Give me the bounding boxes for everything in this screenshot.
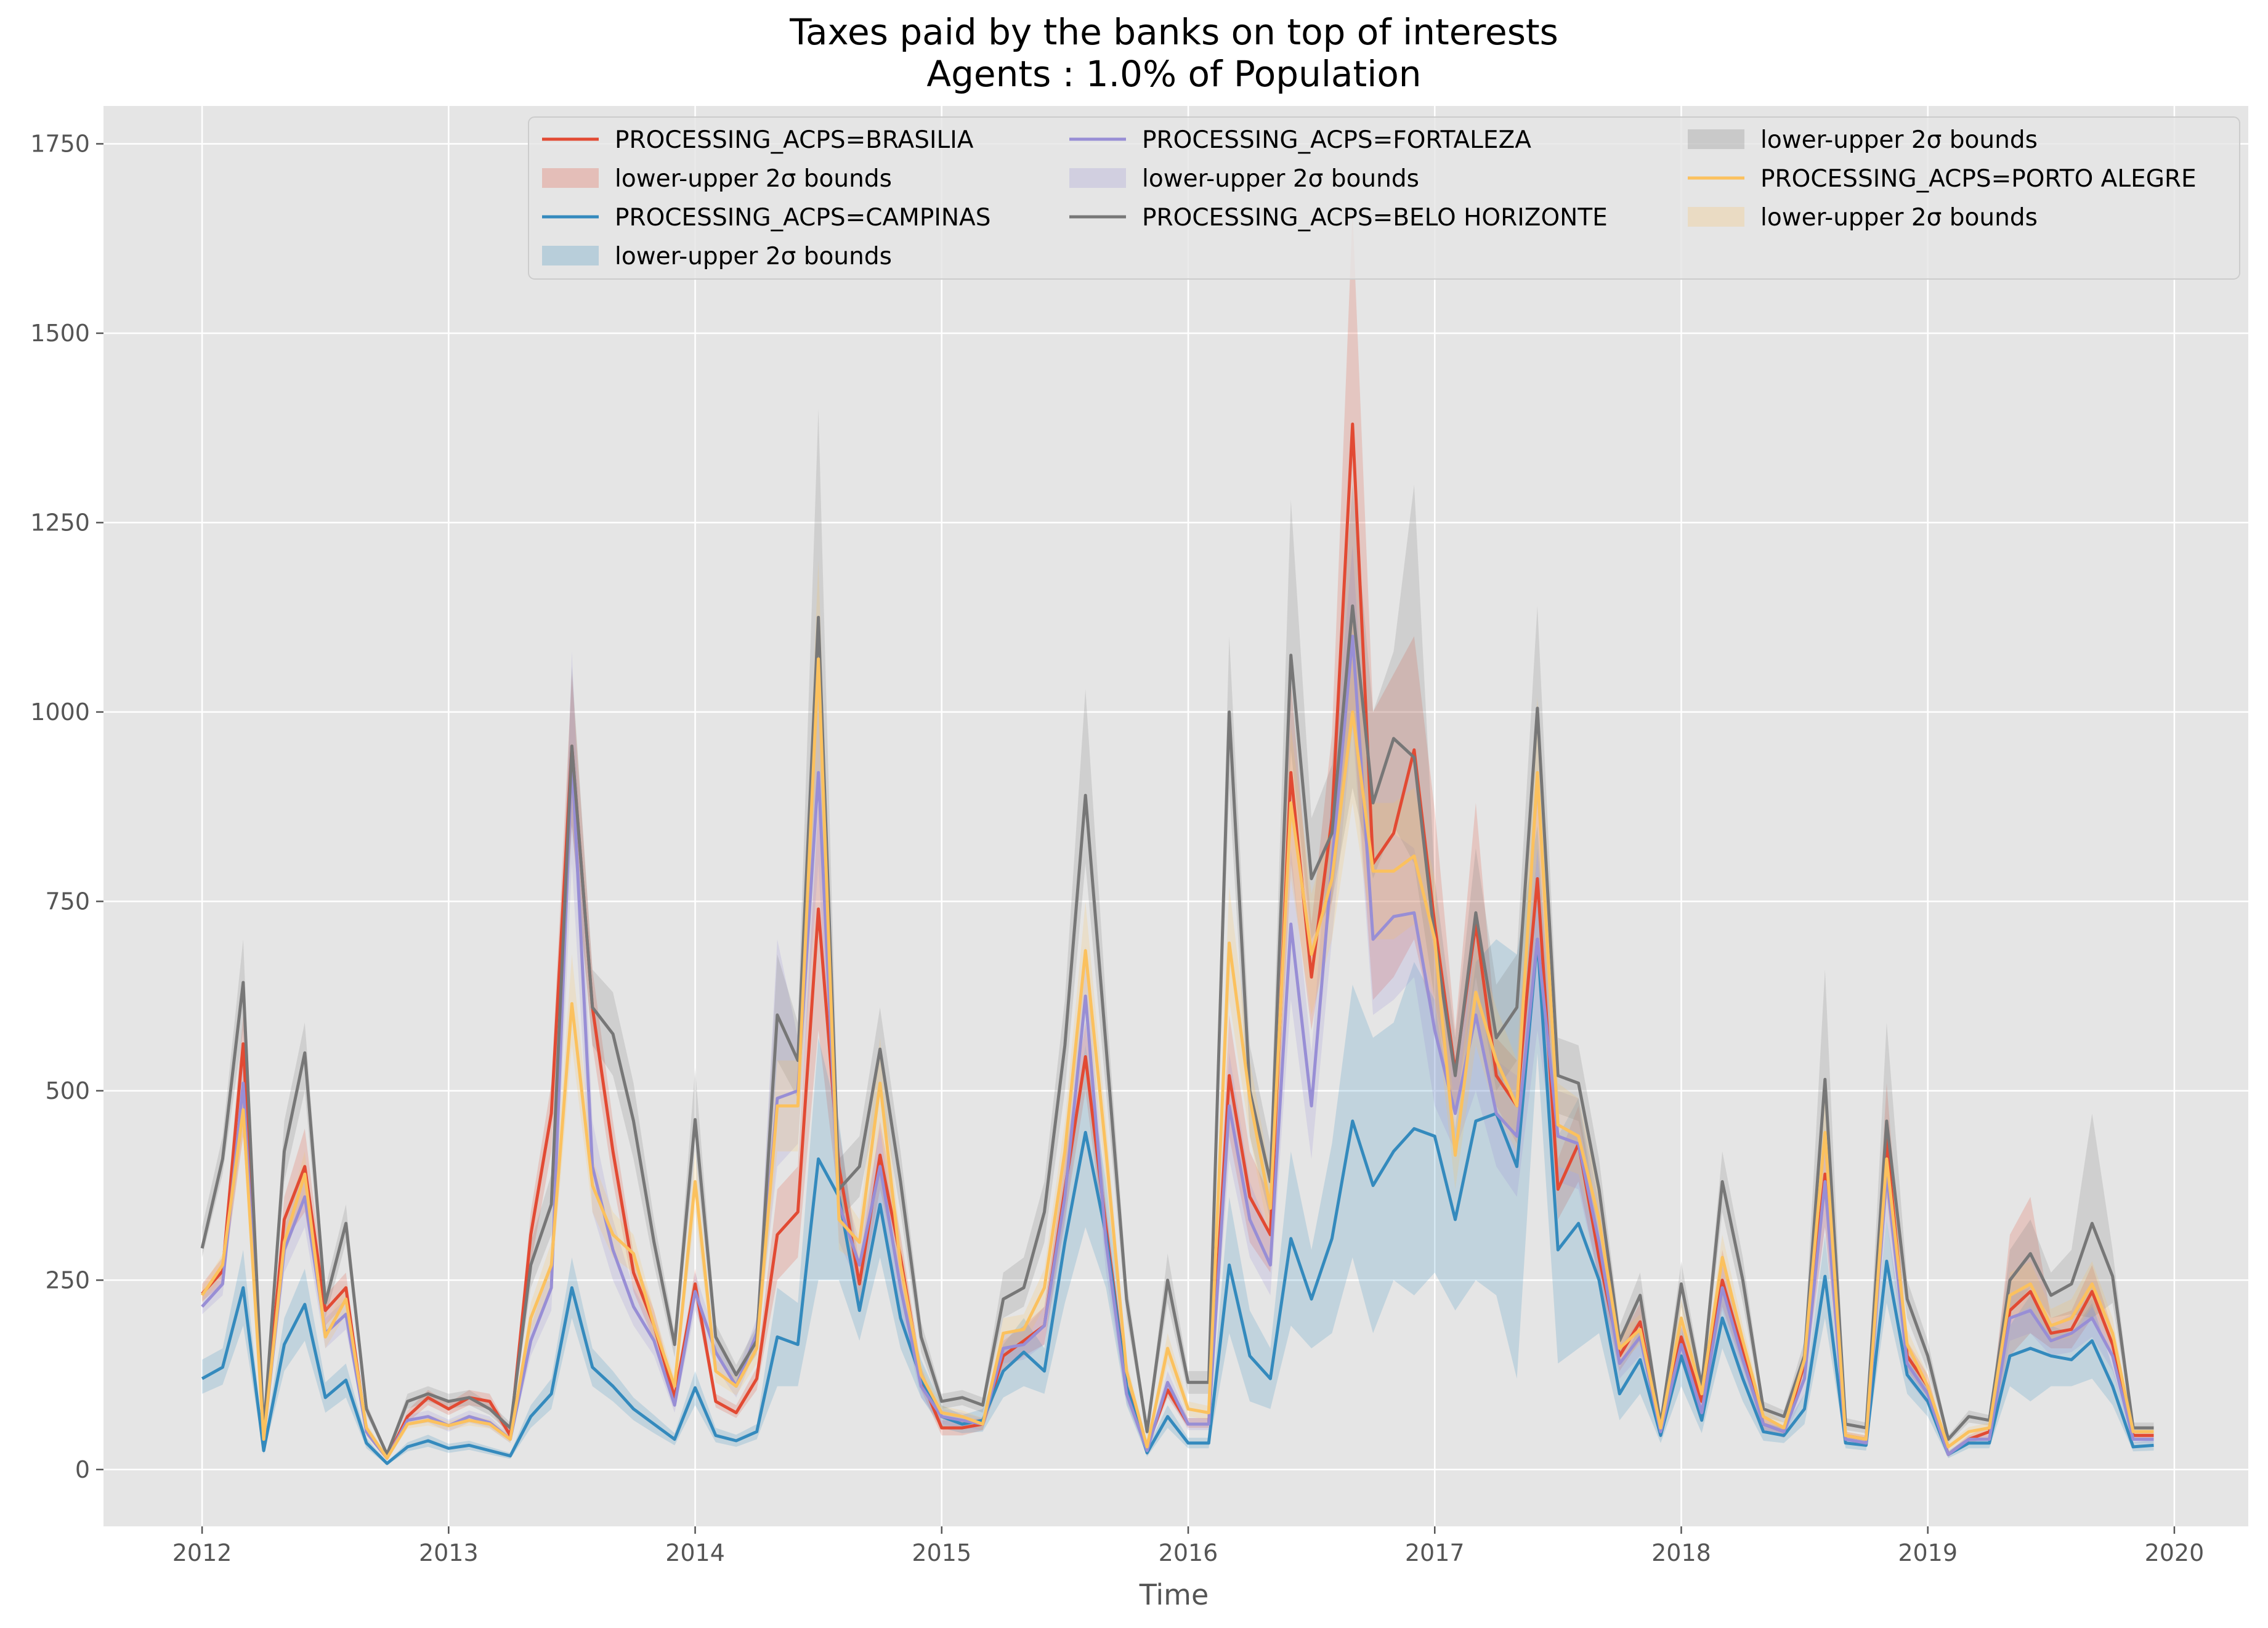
x-tick-label: 2016	[1159, 1539, 1218, 1566]
x-axis-label: Time	[1139, 1578, 1209, 1611]
x-axis-ticks: 2012 2013 2014 2015 2016 2017 2018 2019 2020	[172, 1526, 2205, 1566]
legend-frame	[528, 116, 2240, 280]
legend-band-swatch	[542, 168, 599, 188]
legend-label: lower-upper 2σ bounds	[1760, 126, 2038, 154]
chart-subtitle: Agents : 1.0% of Population	[926, 53, 1421, 95]
y-tick-label: 750	[45, 888, 90, 915]
x-tick-label: 2015	[912, 1539, 971, 1566]
sigma-band-3	[202, 408, 2154, 1457]
x-tick-label: 2012	[172, 1539, 232, 1566]
y-tick-label: 1000	[30, 699, 90, 726]
x-tick-label: 2019	[1898, 1539, 1958, 1566]
y-tick-label: 500	[45, 1077, 90, 1104]
series-line-2	[201, 634, 2154, 1460]
y-tick-label: 250	[45, 1266, 90, 1294]
legend-label: PROCESSING_ACPS=BRASILIA	[615, 126, 974, 154]
series-line-3	[200, 604, 2154, 1456]
x-tick-label: 2018	[1651, 1539, 1711, 1566]
series-lines	[200, 423, 2154, 1465]
legend-band-swatch	[1688, 129, 1744, 149]
series-line-1	[201, 938, 2154, 1465]
legend-label: PROCESSING_ACPS=BELO HORIZONTE	[1142, 204, 1608, 232]
chart-title: Taxes paid by the banks on top of intere…	[789, 11, 1558, 53]
y-tick-label: 1750	[30, 130, 90, 157]
legend-label: PROCESSING_ACPS=FORTALEZA	[1142, 126, 1531, 154]
legend-band-swatch	[1688, 207, 1744, 227]
x-tick-label: 2017	[1405, 1539, 1465, 1566]
legend-band-swatch	[542, 246, 599, 265]
legend-label: lower-upper 2σ bounds	[615, 243, 892, 270]
y-tick-label: 1500	[30, 320, 90, 347]
x-tick-label: 2014	[665, 1539, 725, 1566]
legend-label: lower-upper 2σ bounds	[1142, 165, 1419, 193]
x-tick-label: 2013	[419, 1539, 479, 1566]
legend-label: lower-upper 2σ bounds	[1760, 204, 2038, 232]
series-line-4	[201, 657, 2154, 1460]
legend-label: PROCESSING_ACPS=PORTO ALEGRE	[1760, 165, 2197, 193]
legend: PROCESSING_ACPS=BRASILIA lower-upper 2σ b…	[528, 116, 2240, 280]
legend-label: PROCESSING_ACPS=CAMPINAS	[615, 204, 990, 232]
legend-band-swatch	[1069, 168, 1126, 188]
y-tick-label: 0	[75, 1456, 90, 1483]
y-axis-ticks: 0 250 500 750 1000 1250 1500 1750	[30, 130, 103, 1483]
x-tick-label: 2020	[2145, 1539, 2205, 1566]
y-tick-label: 1250	[30, 509, 90, 536]
legend-label: lower-upper 2σ bounds	[615, 165, 892, 193]
